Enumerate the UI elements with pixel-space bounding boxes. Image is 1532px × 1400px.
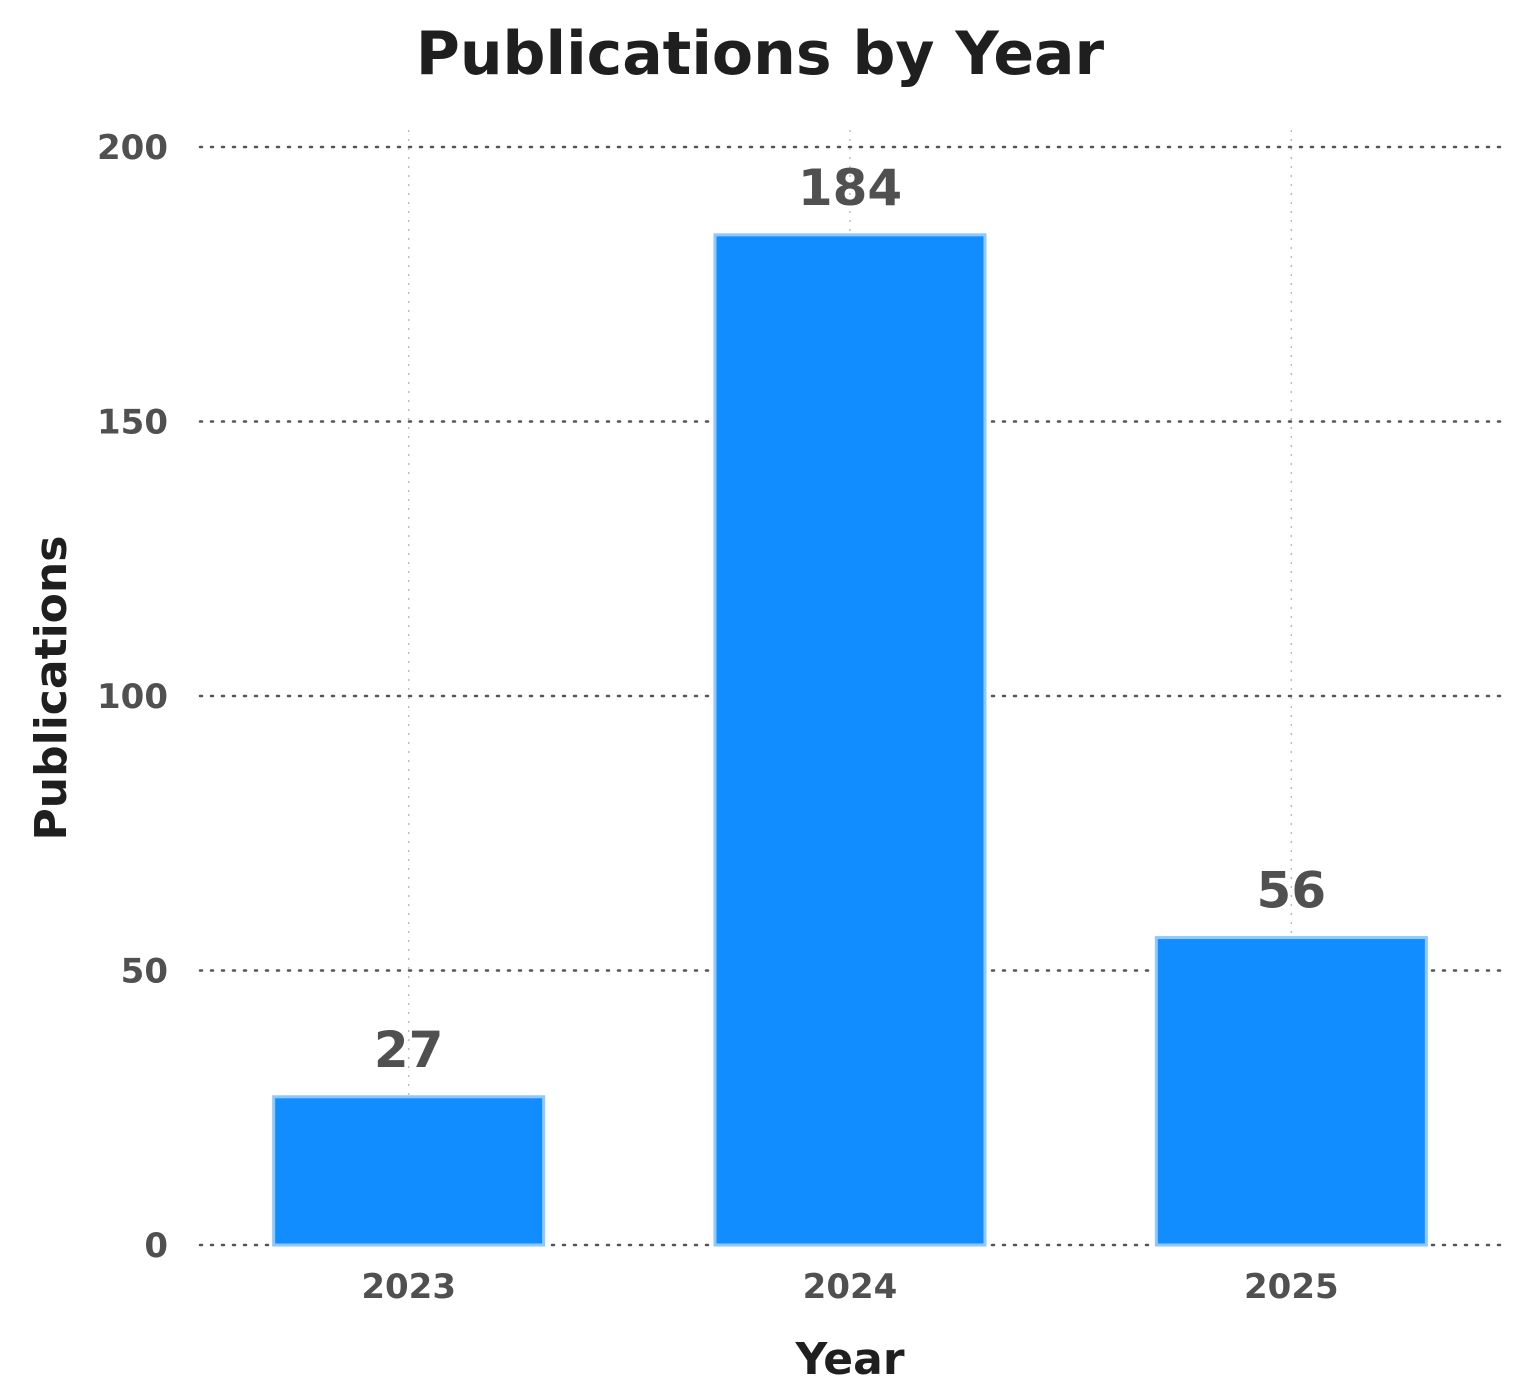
data-labels: 27 184 56 <box>374 159 1326 1079</box>
bars <box>272 233 1428 1247</box>
y-tick-label-100: 100 <box>97 677 168 717</box>
chart-title: Publications by Year <box>416 19 1105 89</box>
data-label-2024: 184 <box>798 159 902 217</box>
y-tick-label-50: 50 <box>121 952 168 992</box>
x-tick-label-2024: 2024 <box>803 1267 898 1307</box>
x-tick-label-2025: 2025 <box>1244 1267 1339 1307</box>
y-axis-title: Publications <box>26 536 77 841</box>
y-tick-label-150: 150 <box>97 403 168 443</box>
tick-labels: 0 50 100 150 200 2023 2024 2025 <box>97 128 1339 1307</box>
data-label-2023: 27 <box>374 1021 444 1079</box>
bar-2024 <box>713 233 987 1247</box>
x-axis-title: Year <box>794 1334 904 1385</box>
bar-2025 <box>1154 936 1428 1247</box>
y-tick-label-0: 0 <box>144 1226 168 1266</box>
y-tick-label-200: 200 <box>97 128 168 168</box>
data-label-2025: 56 <box>1257 862 1327 920</box>
bar-2023 <box>272 1095 546 1247</box>
x-tick-label-2023: 2023 <box>361 1267 456 1307</box>
